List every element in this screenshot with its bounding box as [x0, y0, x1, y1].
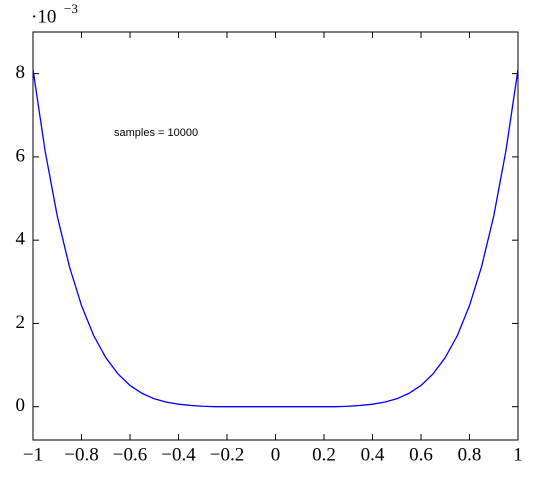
x-tick-label: −0.6	[113, 444, 147, 465]
x-tick-label: 0	[271, 444, 281, 465]
x-tick-label: 0.4	[361, 444, 385, 465]
x-tick-label: −0.4	[161, 444, 196, 465]
y-tick-label: 6	[16, 145, 26, 166]
x-tick-label: 0.8	[458, 444, 482, 465]
y-scale-exponent: −3	[64, 1, 78, 16]
y-scale-base: ·10	[31, 6, 56, 27]
x-tick-label: 0.6	[409, 444, 433, 465]
y-tick-label: 2	[16, 312, 26, 333]
annotation: samples = 10000	[114, 127, 198, 139]
y-tick-label: 0	[16, 395, 26, 416]
data-line	[32, 69, 519, 408]
x-tick-label: 1	[513, 444, 523, 465]
x-tick-label: 0.2	[312, 444, 336, 465]
x-tick-label: −0.2	[210, 444, 244, 465]
x-tick-label: −0.8	[64, 444, 98, 465]
y-tick-label: 4	[16, 229, 26, 250]
x-tick-label: −1	[23, 444, 43, 465]
plot-frame	[32, 31, 519, 441]
y-tick-label: 8	[16, 62, 26, 83]
